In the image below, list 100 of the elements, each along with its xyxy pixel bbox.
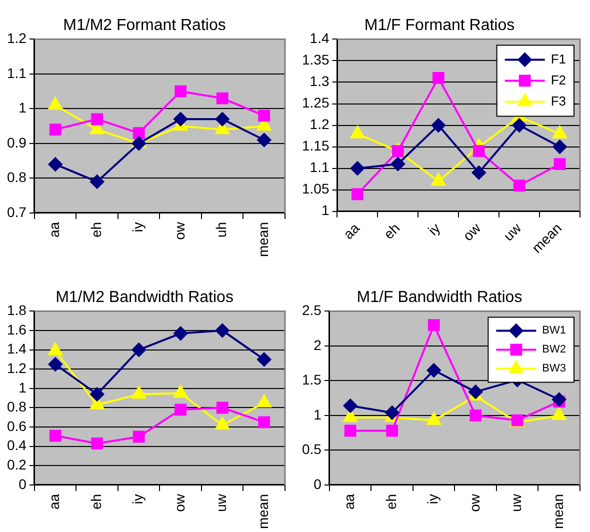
y-tick-label: 1.8	[6, 302, 27, 318]
y-tick-label: 0	[18, 476, 27, 492]
point	[49, 124, 62, 136]
y-tick-label: 0.8	[6, 398, 27, 415]
y-tick-label: 1.6	[6, 321, 27, 338]
chart-title: M1/F Formant Ratios	[364, 17, 515, 34]
point	[91, 113, 104, 126]
point	[90, 174, 104, 189]
y-tick-label: 1.5	[302, 372, 322, 388]
point	[174, 85, 187, 98]
point	[552, 407, 566, 420]
x-tick-label: aa	[341, 494, 358, 510]
x-tick-label: aa	[340, 220, 362, 242]
point	[512, 118, 526, 132]
point	[552, 140, 567, 154]
point	[468, 384, 483, 399]
point	[216, 92, 228, 104]
y-tick-label: 0.4	[6, 437, 27, 454]
point	[132, 430, 145, 443]
legend-label: BW2	[542, 344, 566, 356]
y-tick-label: 0.9	[6, 134, 27, 150]
x-tick-label: mean	[254, 222, 271, 258]
point	[174, 112, 188, 126]
point	[472, 145, 485, 158]
legend-label: F1	[550, 51, 566, 66]
point	[48, 157, 62, 172]
y-tick-label: 1.2	[6, 30, 27, 46]
y-tick-label: 0.5	[302, 441, 322, 458]
x-tick-label: uw	[213, 493, 230, 512]
point	[132, 342, 146, 357]
point	[258, 416, 270, 428]
y-tick-label: 0.7	[6, 204, 27, 220]
point	[343, 398, 358, 413]
point	[350, 161, 364, 176]
point	[216, 402, 228, 414]
legend-label: F2	[550, 72, 566, 88]
y-tick-label: 0	[314, 476, 322, 492]
point	[48, 97, 62, 110]
point	[472, 166, 486, 180]
point	[513, 180, 526, 192]
x-tick-label: ow	[466, 493, 482, 512]
y-tick-label: 1.15	[302, 138, 330, 154]
point	[257, 352, 272, 366]
point	[91, 438, 104, 450]
x-tick-label: iy	[130, 222, 146, 232]
x-tick-label: eh	[382, 494, 399, 510]
point	[48, 357, 62, 372]
y-tick-label: 1.4	[310, 30, 330, 46]
y-tick-label: 1	[314, 406, 322, 422]
point	[470, 410, 482, 422]
point	[392, 145, 404, 158]
x-tick-label: uw	[508, 493, 524, 512]
x-tick-label: mean	[550, 494, 566, 530]
point	[390, 157, 405, 172]
x-tick-label: uw	[500, 219, 525, 244]
x-tick-label: ow	[460, 219, 484, 244]
chart-title: M1/M2 Formant Ratios	[63, 17, 226, 34]
point	[428, 319, 440, 332]
x-tick-label: aa	[46, 494, 62, 510]
chart-title: M1/M2 Bandwidth Ratios	[56, 289, 234, 306]
point	[385, 406, 400, 420]
point	[426, 412, 441, 425]
x-tick-label: ow	[171, 493, 188, 512]
y-tick-label: 1.05	[302, 180, 330, 197]
y-tick-label: 1.2	[310, 116, 330, 132]
point	[215, 324, 230, 338]
point	[258, 110, 270, 122]
y-tick-label: 0.6	[6, 418, 27, 434]
point	[386, 424, 398, 437]
y-tick-label: 1.1	[6, 64, 27, 81]
point	[554, 158, 566, 170]
x-tick-label: uh	[213, 222, 230, 238]
y-tick-label: 1.2	[6, 360, 27, 376]
point	[174, 404, 187, 416]
y-tick-label: 1.1	[310, 159, 330, 176]
point	[352, 188, 364, 200]
y-tick-label: 2	[314, 336, 322, 353]
point	[344, 424, 356, 437]
y-tick-label: 2.5	[302, 302, 322, 318]
y-tick-label: 1	[321, 202, 330, 218]
y-tick-label: 0.8	[6, 169, 27, 186]
y-tick-label: 1.25	[302, 94, 330, 111]
point	[215, 112, 230, 126]
chart-title: M1/F Bandwidth Ratios	[356, 289, 522, 306]
legend-label: F3	[550, 93, 566, 108]
y-tick-label: 1	[18, 100, 27, 116]
x-tick-label: eh	[88, 494, 104, 510]
point	[432, 72, 444, 84]
x-tick-label: eh	[88, 222, 104, 238]
legend-label: BW3	[542, 362, 566, 375]
point	[343, 410, 358, 422]
x-tick-label: ow	[171, 221, 188, 240]
point	[431, 118, 446, 132]
point	[426, 363, 441, 378]
x-tick-label: eh	[380, 220, 403, 242]
legend-label: BW1	[542, 324, 566, 337]
point	[174, 326, 188, 340]
y-tick-label: 1.35	[302, 52, 330, 68]
x-tick-label: aa	[46, 222, 62, 238]
x-tick-label: mean	[254, 494, 271, 530]
